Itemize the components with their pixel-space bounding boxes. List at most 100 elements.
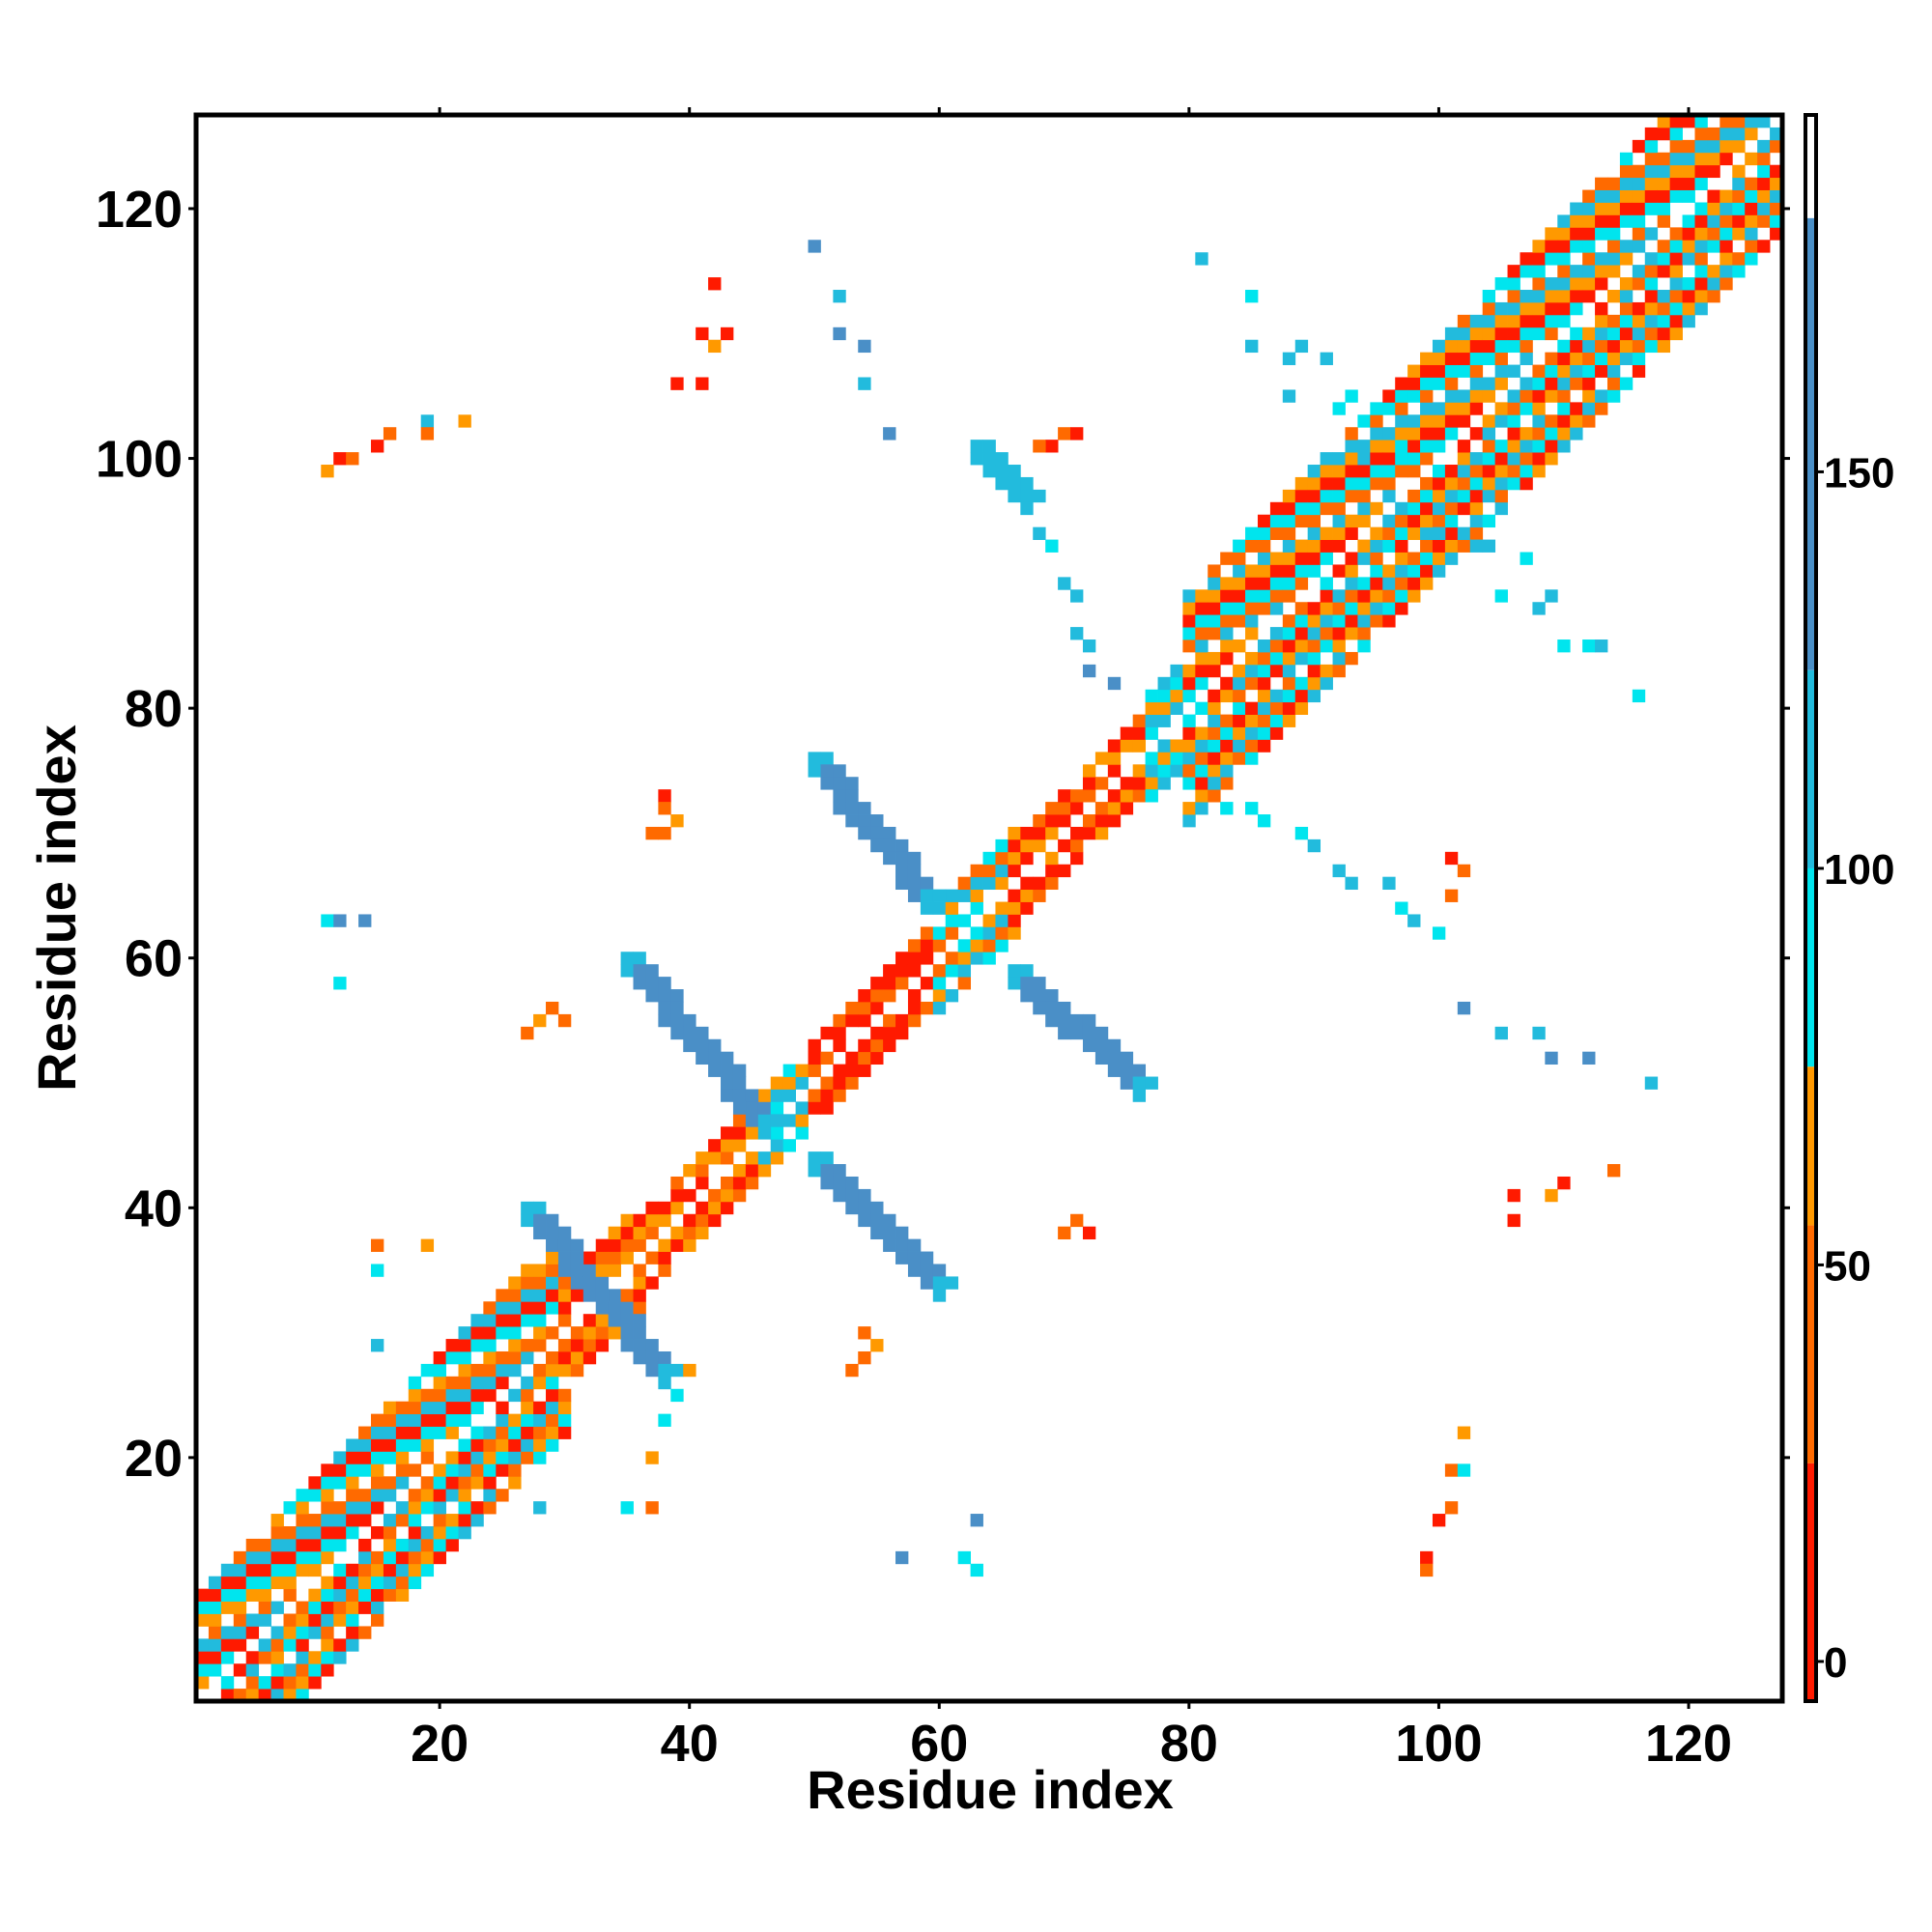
heatmap-cell — [458, 1350, 471, 1365]
heatmap-cell — [496, 1376, 509, 1390]
heatmap-cell — [1606, 189, 1621, 203]
heatmap-cell — [595, 1264, 610, 1277]
heatmap-cell — [658, 1001, 671, 1015]
colorbar-tick-label: 0 — [1824, 1639, 1847, 1687]
heatmap-cell — [1557, 240, 1571, 253]
heatmap-cell — [196, 1663, 210, 1677]
heatmap-cell — [1632, 214, 1646, 228]
heatmap-cell — [1482, 489, 1496, 503]
heatmap-cell — [1233, 726, 1246, 740]
heatmap-cell — [820, 1051, 834, 1065]
heatmap-cell — [1595, 327, 1608, 341]
heatmap-cell — [458, 1489, 471, 1502]
heatmap-cell — [620, 1289, 634, 1302]
heatmap-cell — [1233, 639, 1246, 653]
heatmap-cell — [1320, 676, 1333, 691]
heatmap-cell — [433, 1401, 446, 1415]
heatmap-cell — [1307, 664, 1321, 678]
heatmap-cell — [1082, 777, 1096, 790]
heatmap-cell — [1070, 1013, 1084, 1028]
heatmap-cell — [1669, 314, 1683, 328]
heatmap-cell — [496, 1314, 509, 1327]
heatmap-cell — [1669, 127, 1683, 141]
heatmap-cell — [395, 1501, 410, 1515]
heatmap-cell — [932, 964, 947, 978]
heatmap-cell — [633, 1226, 646, 1240]
heatmap-cell — [1195, 664, 1208, 678]
heatmap-cell — [1357, 589, 1371, 603]
heatmap-cell — [1532, 290, 1546, 303]
heatmap-cell — [620, 1213, 634, 1228]
heatmap-cell — [470, 1326, 484, 1340]
heatmap-cell — [1120, 739, 1134, 753]
heatmap-cell — [1033, 440, 1046, 453]
heatmap-cell — [683, 1226, 696, 1240]
heatmap-cell — [1707, 127, 1720, 141]
heatmap-cell — [1632, 164, 1646, 179]
heatmap-cell — [670, 1001, 684, 1015]
heatmap-cell — [1120, 1064, 1134, 1077]
heatmap-cell — [1245, 577, 1259, 590]
heatmap-cell — [270, 1514, 284, 1527]
heatmap-cell — [1682, 164, 1695, 179]
heatmap-cell — [321, 1550, 334, 1565]
heatmap-cell — [1382, 476, 1396, 491]
heatmap-cell — [1233, 552, 1246, 565]
heatmap-cell — [1557, 314, 1571, 328]
heatmap-cell — [546, 1276, 559, 1290]
heatmap-cell — [1494, 440, 1508, 453]
heatmap-cell — [1370, 402, 1383, 415]
heatmap-cell — [1357, 539, 1371, 553]
heatmap-cell — [1545, 240, 1558, 253]
heatmap-cell — [1770, 177, 1783, 190]
heatmap-cell — [1532, 377, 1546, 390]
heatmap-cell — [595, 1301, 610, 1315]
heatmap-cell — [420, 1238, 435, 1252]
heatmap-cell — [333, 1601, 347, 1614]
heatmap-cell — [458, 1326, 471, 1340]
heatmap-cell — [1332, 864, 1346, 878]
heatmap-cell — [1557, 352, 1571, 365]
heatmap-cell — [521, 1264, 534, 1277]
heatmap-cell — [582, 1314, 597, 1327]
heatmap-cell — [1520, 352, 1533, 365]
heatmap-cell — [1482, 452, 1496, 466]
heatmap-cell — [620, 952, 634, 965]
heatmap-cell — [1045, 989, 1059, 1003]
heatmap-cell — [757, 1101, 772, 1115]
heatmap-cell — [1557, 277, 1571, 291]
heatmap-cell — [1357, 476, 1371, 491]
heatmap-cell — [533, 1301, 547, 1315]
heatmap-cell — [1444, 327, 1459, 341]
heatmap-cell — [1407, 377, 1421, 390]
heatmap-cell — [1257, 526, 1271, 540]
heatmap-cell — [420, 1438, 435, 1452]
heatmap-cell — [870, 1051, 884, 1065]
heatmap-cell — [995, 926, 1009, 940]
heatmap-cell — [1557, 639, 1571, 653]
heatmap-cell — [1294, 339, 1309, 354]
heatmap-cell — [496, 1451, 509, 1464]
heatmap-cell — [433, 1550, 446, 1565]
heatmap-cell — [633, 1289, 646, 1302]
heatmap-cell — [833, 1038, 846, 1053]
heatmap-cell — [1058, 1013, 1071, 1028]
heatmap-cell — [970, 440, 983, 453]
heatmap-cell — [620, 1339, 634, 1352]
y-tick-label: 20 — [125, 1430, 183, 1488]
heatmap-cell — [521, 1213, 534, 1228]
heatmap-cell — [1507, 427, 1520, 440]
heatmap-cell — [858, 1001, 871, 1015]
heatmap-cell — [732, 1076, 747, 1090]
x-tick-label: 80 — [1160, 1715, 1218, 1773]
heatmap-cell — [895, 876, 909, 891]
heatmap-cell — [683, 1188, 696, 1203]
heatmap-cell — [1370, 577, 1383, 590]
heatmap-cell — [1494, 402, 1508, 415]
heatmap-cell — [1520, 339, 1533, 354]
heatmap-cell — [907, 851, 922, 866]
heatmap-cell — [1220, 726, 1234, 740]
heatmap-cell — [1208, 726, 1221, 740]
heatmap-cell — [858, 989, 871, 1003]
heatmap-cell — [1233, 602, 1246, 615]
